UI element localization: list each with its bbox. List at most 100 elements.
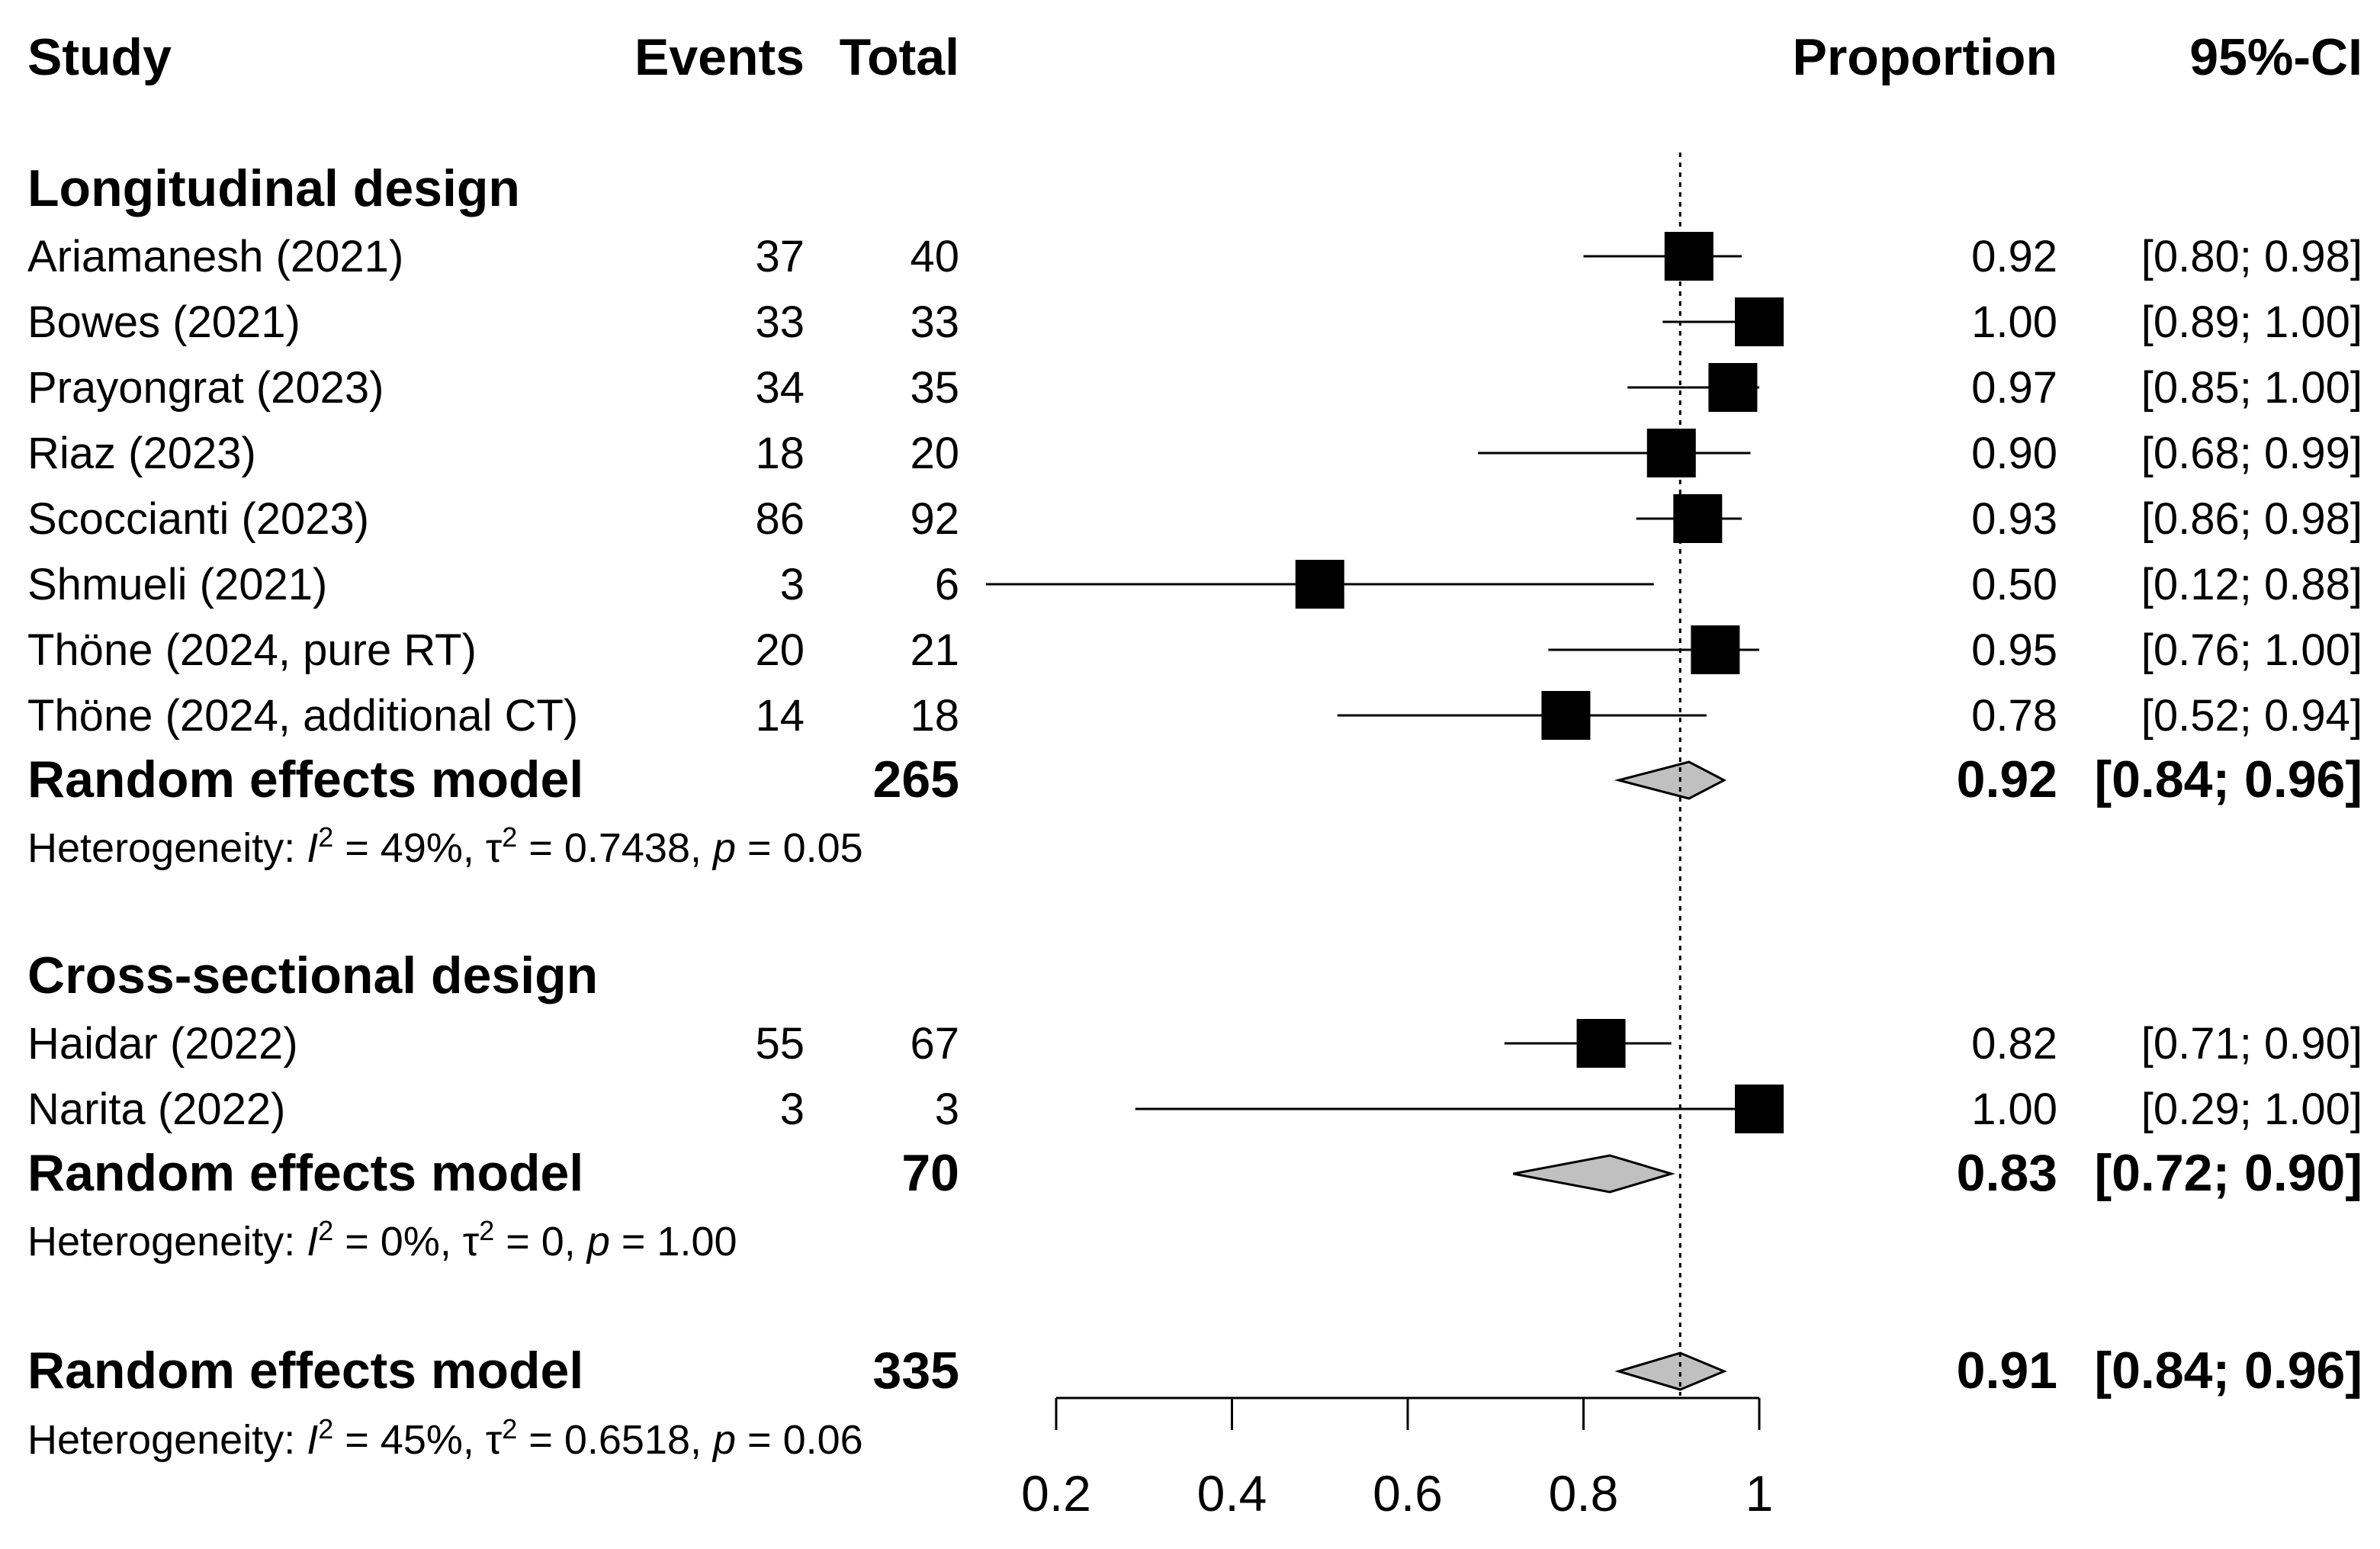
study-total: 20 (910, 429, 959, 478)
study-square (1735, 1085, 1784, 1133)
study-name: Ariamanesh (2021) (27, 232, 403, 281)
study-square (1664, 232, 1714, 281)
study-total: 6 (935, 560, 959, 609)
study-events: 34 (755, 363, 805, 413)
study-proportion: 1.00 (1971, 297, 2057, 347)
study-name: Haidar (2022) (27, 1019, 298, 1069)
study-name: Scoccianti (2023) (27, 494, 369, 544)
study-name: Thöne (2024, additional CT) (27, 691, 578, 741)
heterogeneity-pval: = 0.06 (736, 1417, 863, 1463)
model-total: 265 (873, 750, 959, 808)
model-diamond (1614, 1351, 1727, 1391)
study-proportion: 0.90 (1971, 429, 2057, 478)
heterogeneity-tau2: = 0, (494, 1219, 587, 1265)
study-proportion: 0.78 (1971, 691, 2057, 741)
group-title: Cross-sectional design (27, 946, 598, 1004)
heterogeneity-prefix: Heterogeneity: (27, 1417, 307, 1463)
superscript-2: 2 (479, 1215, 494, 1246)
heterogeneity-text: Heterogeneity: I2 = 0%, τ2 = 0, p = 1.00 (27, 1215, 737, 1265)
study-ci: [0.52; 0.94] (2141, 691, 2362, 741)
study-total: 18 (910, 691, 959, 741)
axis-tick-label: 0.2 (1021, 1465, 1091, 1522)
header-study: Study (27, 28, 172, 86)
study-proportion: 0.97 (1971, 363, 2057, 413)
study-name: Riaz (2023) (27, 429, 256, 478)
study-name: Bowes (2021) (27, 297, 300, 347)
study-events: 20 (755, 625, 805, 675)
study-ci: [0.89; 1.00] (2141, 297, 2362, 347)
heterogeneity-i2-symbol: I (307, 1417, 318, 1463)
model-ci: [0.84; 0.96] (2094, 750, 2362, 808)
study-square (1708, 363, 1758, 412)
heterogeneity-tau: τ (486, 825, 502, 871)
header-events: Events (634, 28, 805, 86)
superscript-2: 2 (502, 1413, 517, 1445)
study-total: 92 (910, 494, 959, 544)
study-events: 3 (780, 560, 805, 609)
study-proportion: 0.50 (1971, 560, 2057, 609)
study-square (1691, 625, 1740, 674)
heterogeneity-prefix: Heterogeneity: (27, 1219, 307, 1265)
study-events: 33 (755, 297, 805, 347)
superscript-2: 2 (318, 821, 333, 853)
model-total: 70 (901, 1144, 959, 1202)
study-name: Narita (2022) (27, 1085, 285, 1134)
study-ci: [0.76; 1.00] (2141, 625, 2362, 675)
model-label: Random effects model (27, 1144, 583, 1202)
heterogeneity-tau2: = 0.6518, (517, 1417, 713, 1463)
column-headers: Study Events Total Proportion 95%-CI (27, 28, 2362, 86)
study-total: 35 (910, 363, 959, 413)
study-square (1541, 691, 1591, 740)
model-diamond (1513, 1154, 1676, 1194)
study-events: 3 (780, 1085, 805, 1134)
forest-rows: Longitudinal design Ariamanesh (2021) 37 40… (27, 159, 2362, 1463)
study-total: 21 (910, 625, 959, 675)
header-total: Total (840, 28, 959, 86)
study-events: 18 (755, 429, 805, 478)
heterogeneity-p: p (586, 1219, 610, 1265)
study-ci: [0.29; 1.00] (2141, 1085, 2362, 1134)
axis-tick-label: 0.8 (1549, 1465, 1619, 1522)
heterogeneity-pval: = 0.05 (736, 825, 863, 871)
study-name: Shmueli (2021) (27, 560, 327, 609)
axis-tick-label: 0.4 (1197, 1465, 1267, 1522)
heterogeneity-prefix: Heterogeneity: (27, 825, 307, 871)
axis-tick-label: 0.6 (1373, 1465, 1443, 1522)
heterogeneity-i2: = 45%, (333, 1417, 486, 1463)
study-proportion: 1.00 (1971, 1085, 2057, 1134)
study-events: 86 (755, 494, 805, 544)
study-name: Thöne (2024, pure RT) (27, 625, 477, 675)
heterogeneity-i2: = 0%, (333, 1219, 463, 1265)
heterogeneity-tau: τ (486, 1417, 502, 1463)
model-total: 335 (873, 1342, 959, 1400)
model-label: Random effects model (27, 750, 583, 808)
study-proportion: 0.82 (1971, 1019, 2057, 1069)
heterogeneity-text: Heterogeneity: I2 = 49%, τ2 = 0.7438, p … (27, 821, 863, 872)
study-ci: [0.68; 0.99] (2141, 429, 2362, 478)
study-ci: [0.12; 0.88] (2141, 560, 2362, 609)
study-ci: [0.85; 1.00] (2141, 363, 2362, 413)
axis-tick-label: 1 (1746, 1465, 1774, 1522)
model-ci: [0.72; 0.90] (2094, 1144, 2362, 1202)
model-ci: [0.84; 0.96] (2094, 1342, 2362, 1400)
study-square (1646, 429, 1696, 477)
model-diamond (1614, 760, 1727, 800)
superscript-2: 2 (318, 1215, 333, 1246)
superscript-2: 2 (502, 821, 517, 853)
study-square (1295, 560, 1344, 609)
study-total: 33 (910, 297, 959, 347)
heterogeneity-tau2: = 0.7438, (517, 825, 713, 871)
study-name: Prayongrat (2023) (27, 363, 384, 413)
study-total: 3 (935, 1085, 959, 1134)
heterogeneity-p: p (711, 825, 736, 871)
header-proportion: Proportion (1792, 28, 2057, 86)
study-total: 40 (910, 232, 959, 281)
heterogeneity-i2: = 49%, (333, 825, 486, 871)
study-events: 14 (755, 691, 805, 741)
group-title: Longitudinal design (27, 159, 520, 217)
study-proportion: 0.93 (1971, 494, 2057, 544)
model-proportion: 0.92 (1957, 750, 2057, 808)
heterogeneity-pval: = 1.00 (610, 1219, 737, 1265)
superscript-2: 2 (318, 1413, 333, 1445)
